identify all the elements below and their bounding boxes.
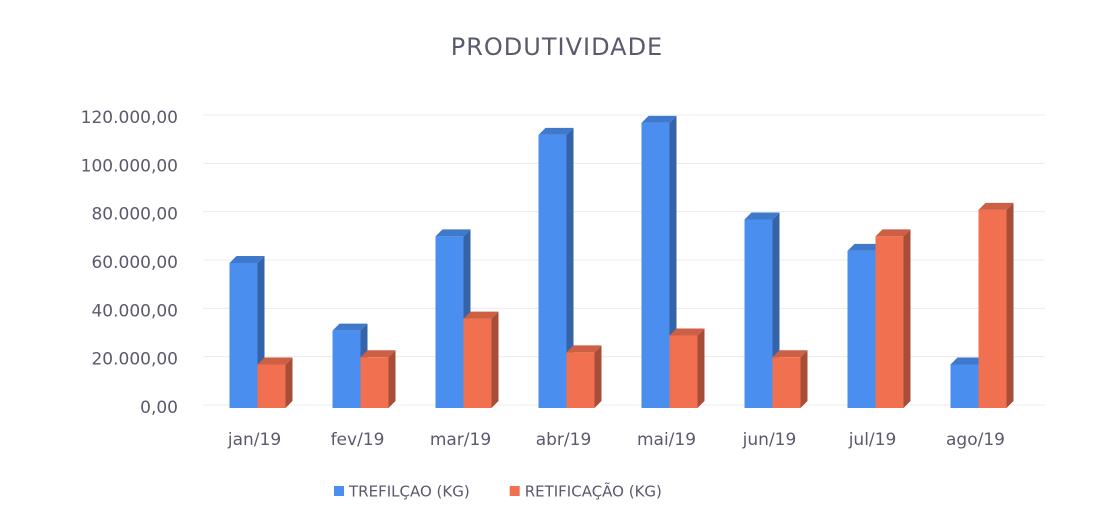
bar [978,209,1007,408]
bar-top [772,350,808,358]
y-tick-label: 100.000,00 [81,156,178,176]
legend-label: TREFILÇAO (KG) [348,483,470,501]
bar-side [594,345,602,408]
bar-top [538,127,574,135]
bar-top [257,357,293,365]
bar-side [566,127,574,409]
bar-top [950,357,986,365]
bar-side [697,328,705,408]
bar-top [332,323,368,331]
bar-top [360,350,396,358]
bar-top [669,328,705,336]
y-tick-label: 40.000,00 [91,301,178,321]
bar [435,236,464,408]
bar [744,219,773,408]
bar-side [800,350,808,408]
x-tick-label: jul/19 [848,430,897,450]
bar-top [229,256,265,263]
bar [332,330,361,408]
bar-side [388,350,396,408]
x-tick-label: jan/19 [227,430,281,450]
bar-top [744,212,780,220]
bar-top [566,345,602,353]
bar [257,364,286,408]
bar-top [435,229,471,237]
bar-top [978,202,1014,210]
bar-side [285,357,293,408]
bar-side [491,311,499,408]
bar-top [875,229,911,237]
bar [875,236,904,408]
y-tick-label: 80.000,00 [91,205,178,225]
legend-swatch [334,486,344,496]
bar [566,352,595,408]
legend-swatch [509,486,520,496]
legend-label: RETIFICAÇÃO (KG) [525,482,662,501]
x-tick-label: abr/19 [536,430,592,450]
bar [772,357,801,408]
bar [229,263,258,408]
bar [463,318,492,408]
bar-top [847,243,883,251]
bar [950,364,979,408]
bar-top [641,115,677,123]
x-tick-label: mar/19 [430,430,491,450]
y-tick-label: 0,00 [140,398,178,418]
x-tick-label: mai/19 [637,430,696,450]
bar-top [463,311,499,319]
x-tick-label: jun/19 [742,430,797,450]
bar [641,122,670,408]
y-tick-label: 120.000,00 [81,108,178,128]
x-tick-label: fev/19 [331,430,385,450]
bar [360,357,389,408]
x-tick-label: ago/19 [946,430,1005,450]
chart-title: PRODUTIVIDADE [451,33,663,61]
bar-side [903,229,911,408]
bar [669,335,698,408]
y-tick-label: 60.000,00 [91,253,178,273]
bar-side [1006,202,1014,408]
bar [847,250,876,408]
bar [538,134,567,408]
y-tick-label: 20.000,00 [91,350,178,370]
